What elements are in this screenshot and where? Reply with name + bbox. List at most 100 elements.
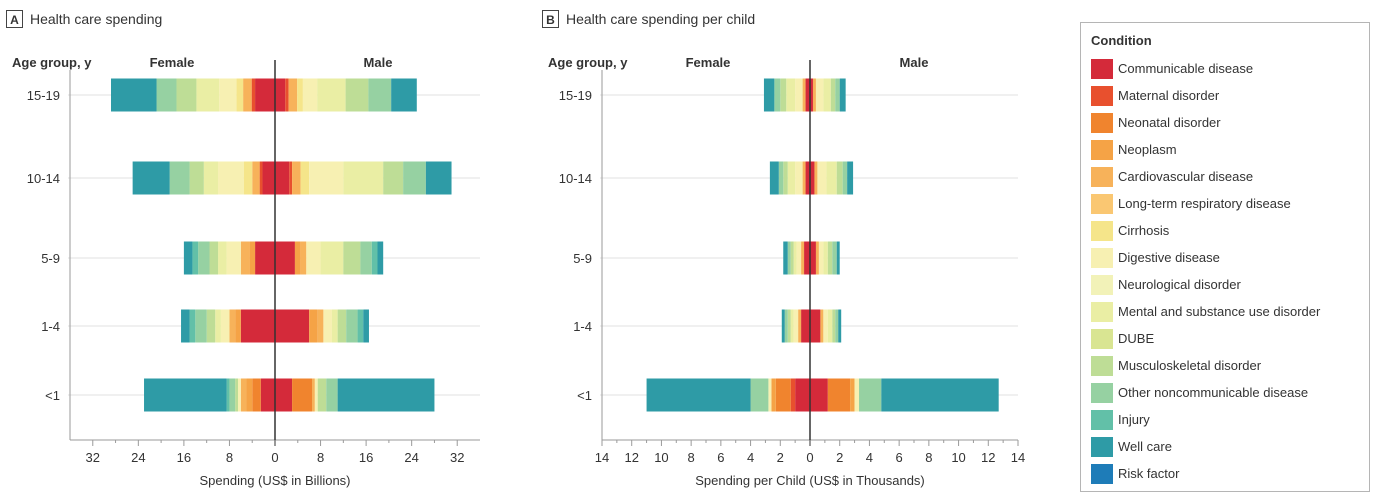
x-tick-label: 10 — [951, 450, 965, 465]
x-tick-label: 24 — [131, 450, 145, 465]
bar-segment-male — [827, 241, 833, 275]
female-label: Female — [686, 55, 731, 70]
bar-segment-female — [763, 78, 775, 112]
bar-segment-male — [810, 309, 821, 343]
bar-segment-female — [189, 161, 204, 195]
panel-b-chart: B Health care spending per child Age group… — [542, 10, 1025, 488]
bar-segment-male — [363, 309, 369, 343]
bar-segment-female — [768, 378, 772, 412]
bar-segment-male — [275, 309, 310, 343]
legend-swatch — [1091, 85, 1113, 106]
bar-segment-female — [111, 78, 157, 112]
y-axis-title: Age group, y — [548, 55, 628, 70]
legend-item: Neonatal disorder — [1091, 109, 1361, 136]
bar-segment-female — [189, 309, 196, 343]
legend-swatch — [1091, 328, 1113, 349]
bar-segment-female — [249, 241, 256, 275]
category-label: <1 — [45, 388, 60, 403]
bar-segment-male — [823, 78, 831, 112]
x-tick-label: 6 — [896, 450, 903, 465]
x-tick-label: 2 — [777, 450, 784, 465]
panel-letter: A — [10, 13, 19, 27]
legend-item: Mental and substance use disorder — [1091, 298, 1361, 325]
bar-segment-male — [302, 78, 318, 112]
x-tick-label: 12 — [981, 450, 995, 465]
bar-segment-male — [383, 161, 404, 195]
x-tick-label: 16 — [177, 450, 191, 465]
bar-segment-female — [243, 161, 253, 195]
bar-segment-male — [275, 78, 286, 112]
bar-segment-male — [810, 378, 828, 412]
bar-segment-female — [181, 309, 190, 343]
bar-segment-male — [815, 78, 824, 112]
bar-segment-female — [801, 309, 810, 343]
panel-b: B Health care spending per child Age group… — [536, 0, 1036, 497]
bar-segment-male — [297, 78, 303, 112]
bar-segment-male — [391, 78, 417, 112]
male-label: Male — [900, 55, 929, 70]
bar-segment-female — [255, 241, 275, 275]
bar-segment-male — [309, 309, 318, 343]
category-label: 10-14 — [559, 171, 592, 186]
legend-label: Cardiovascular disease — [1118, 169, 1254, 184]
panel-a-chart: A Health care spending Age group, y Female M… — [6, 10, 480, 488]
category-label: 5-9 — [573, 251, 592, 266]
legend-swatch — [1091, 220, 1113, 241]
bar-segment-male — [360, 241, 372, 275]
bar-segment-female — [798, 309, 802, 343]
legend-item: Other noncommunicable disease — [1091, 379, 1361, 406]
bar-segment-female — [796, 241, 802, 275]
legend-swatch — [1091, 193, 1113, 214]
bar-segment-female — [769, 161, 779, 195]
bar-segment-male — [285, 78, 289, 112]
bar-segment-male — [810, 241, 816, 275]
bar-segment-female — [778, 161, 784, 195]
bar-segment-male — [836, 241, 840, 275]
bar-segment-female — [262, 161, 275, 195]
bar-segment-male — [275, 161, 290, 195]
legend-label: Long-term respiratory disease — [1118, 196, 1291, 211]
x-tick-label: 32 — [450, 450, 464, 465]
bar-segment-male — [820, 309, 824, 343]
bar-segment-female — [196, 78, 220, 112]
bar-segment-female — [192, 241, 199, 275]
bar-segment-male — [343, 241, 361, 275]
bar-segment-female — [209, 241, 219, 275]
bar-segment-male — [850, 378, 855, 412]
bar-segment-female — [801, 241, 805, 275]
bar-segment-male — [320, 241, 344, 275]
legend-swatch — [1091, 463, 1113, 484]
bar-segment-male — [425, 161, 452, 195]
panel-letter-box — [6, 10, 23, 28]
bar-segment-male — [317, 378, 327, 412]
bar-segment-female — [646, 378, 751, 412]
bar-segment-male — [300, 161, 310, 195]
bar-segment-female — [790, 378, 796, 412]
bar-segment-male — [881, 378, 999, 412]
bar-segment-male — [810, 78, 813, 112]
bar-segment-female — [229, 378, 236, 412]
bar-segment-female — [246, 378, 253, 412]
panel-title: Health care spending per child — [566, 11, 755, 27]
bar-segment-female — [750, 378, 769, 412]
legend-label: Neonatal disorder — [1118, 115, 1221, 130]
bar-segment-male — [337, 309, 347, 343]
bar-segment-female — [236, 78, 244, 112]
bar-segment-male — [345, 78, 369, 112]
bar-segment-female — [252, 378, 261, 412]
legend-item: DUBE — [1091, 325, 1361, 352]
legend-swatch — [1091, 274, 1113, 295]
legend-label: Risk factor — [1118, 466, 1180, 481]
legend-label: Well care — [1118, 439, 1172, 454]
legend-item: Risk factor — [1091, 460, 1361, 487]
bar-segment-female — [235, 309, 241, 343]
bar-segment-male — [312, 378, 315, 412]
bar-segment-male — [847, 161, 854, 195]
category-label: 1-4 — [573, 319, 592, 334]
legend-swatch — [1091, 58, 1113, 79]
x-axis-title: Spending (US$ in Billions) — [199, 473, 350, 488]
bar-segment-male — [343, 161, 384, 195]
bar-segment-female — [218, 241, 227, 275]
legend-label: Neurological disorder — [1118, 277, 1241, 292]
x-tick-label: 24 — [404, 450, 418, 465]
